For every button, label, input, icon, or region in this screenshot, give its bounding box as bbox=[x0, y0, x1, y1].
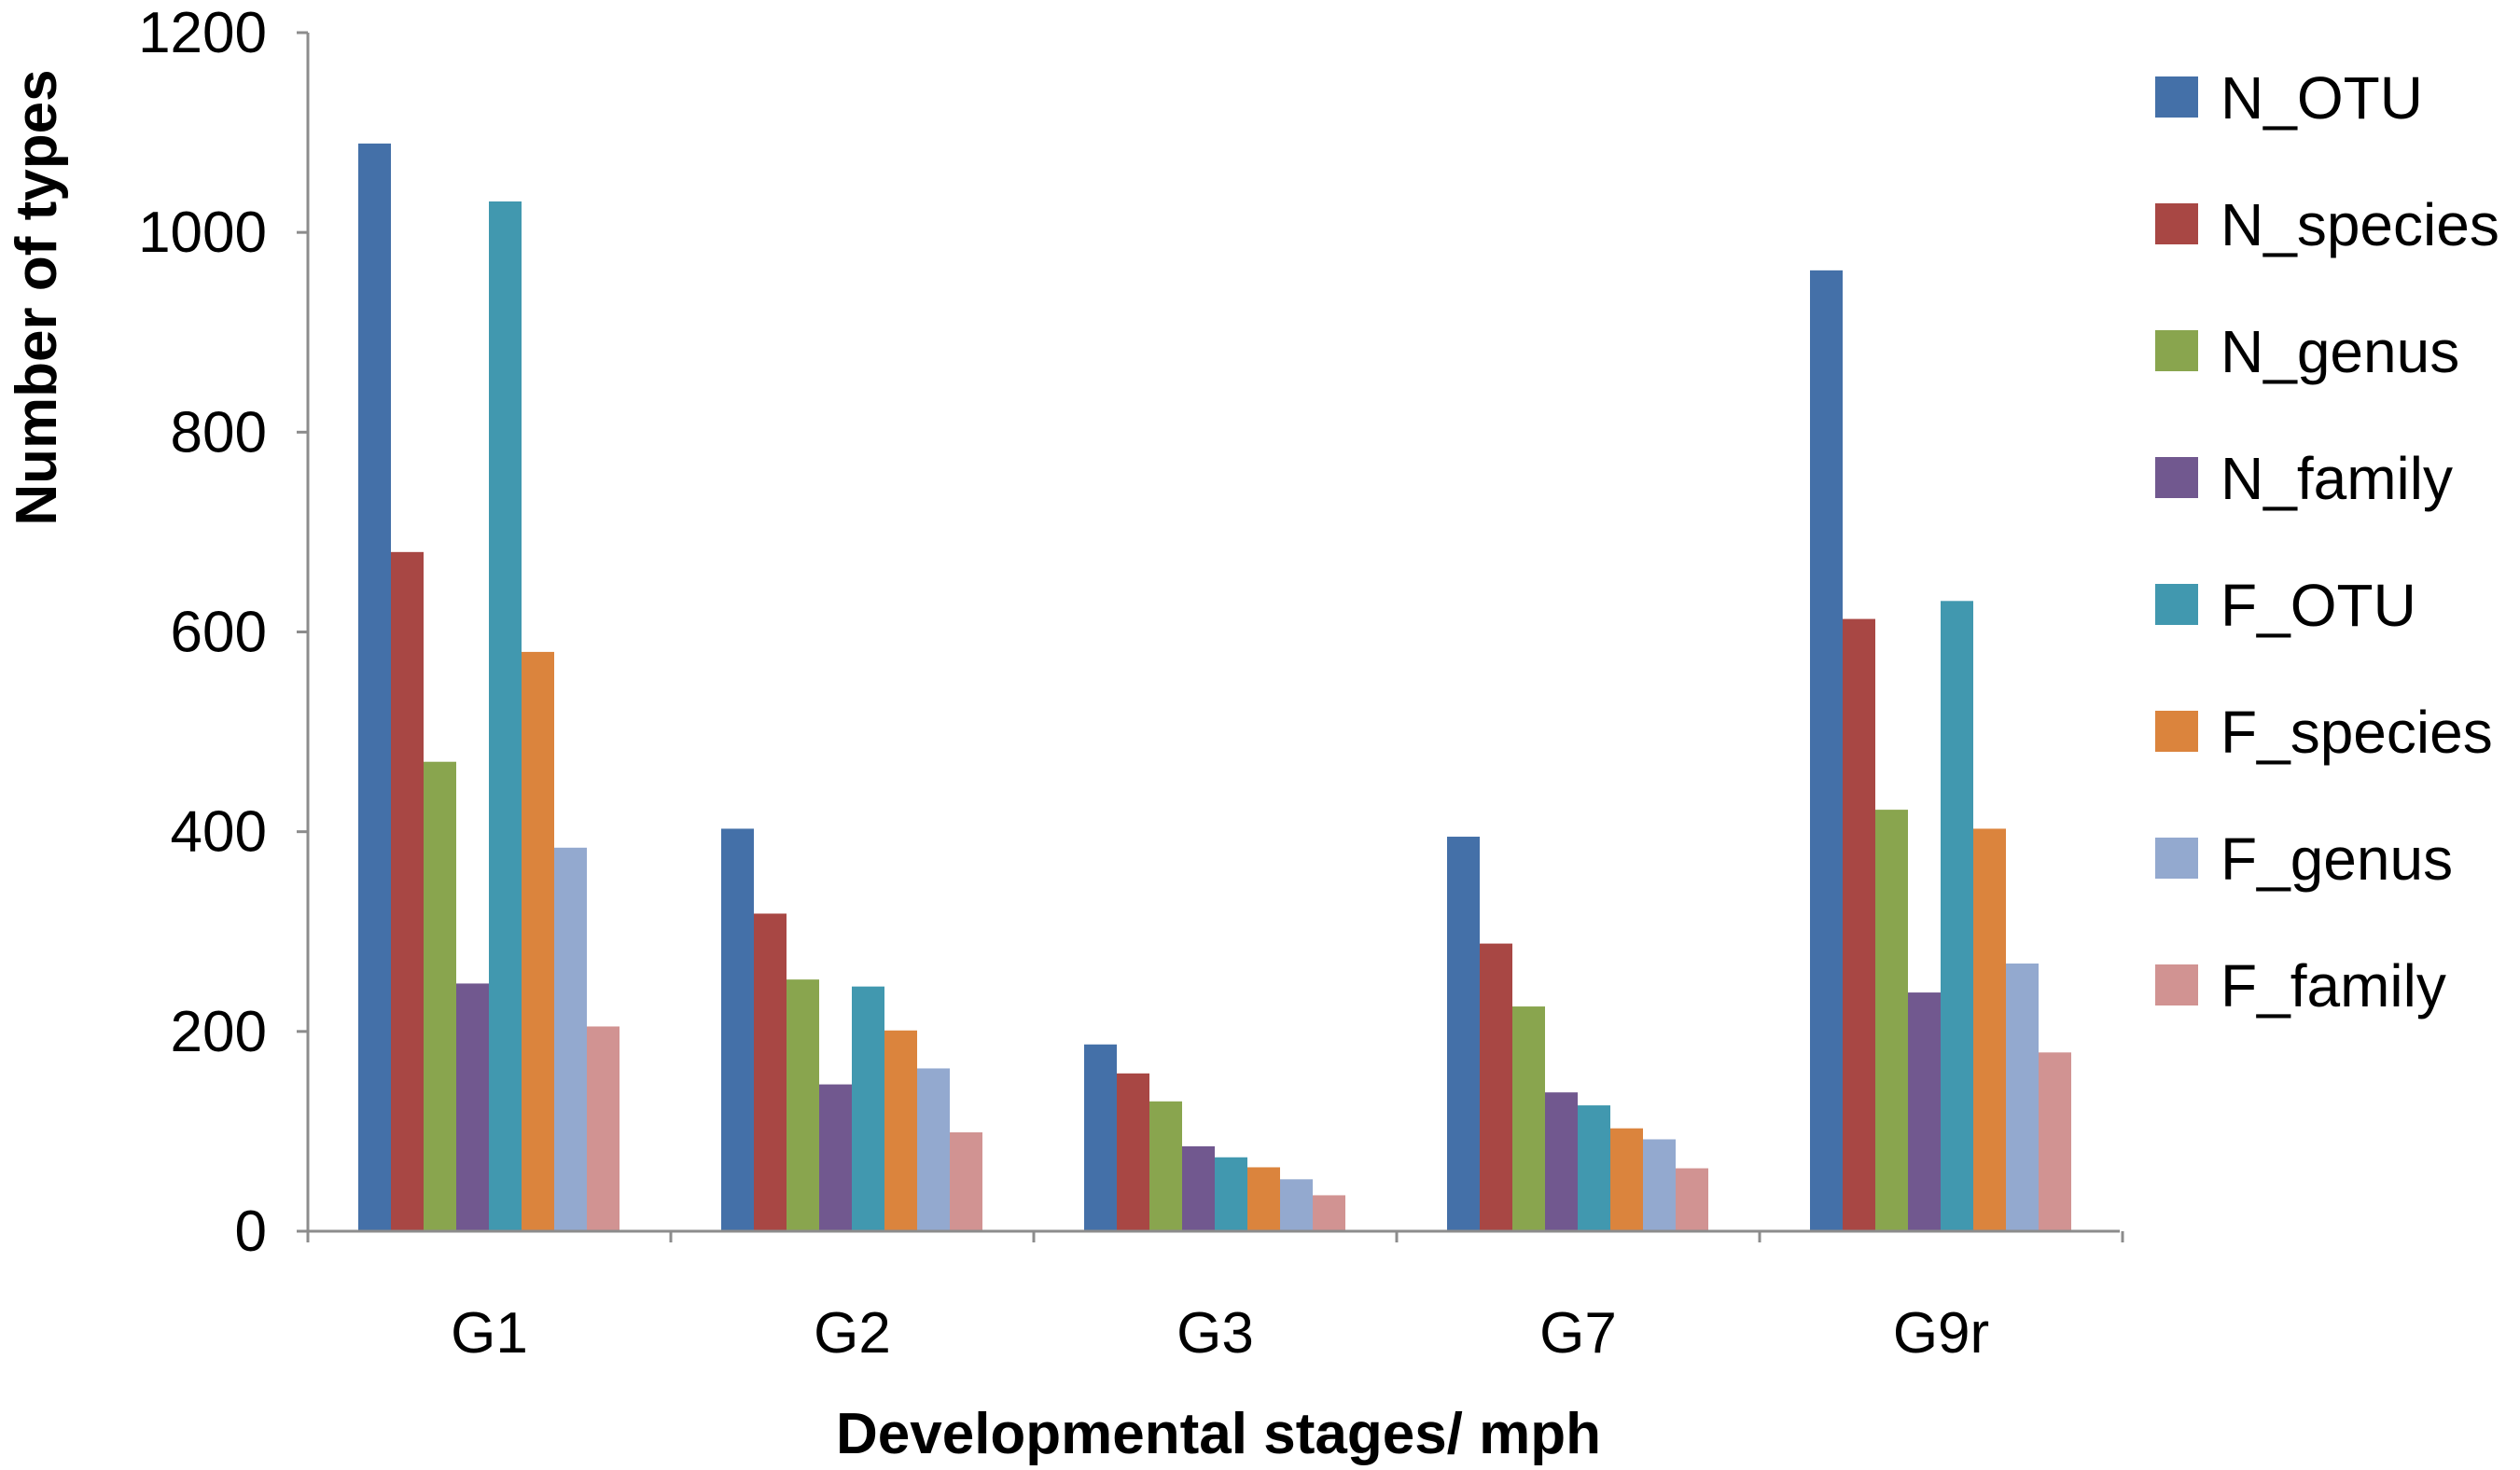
legend-swatch bbox=[2155, 76, 2198, 118]
legend-item: N_family bbox=[2155, 445, 2453, 512]
legend-label: F_genus bbox=[2221, 825, 2453, 893]
series-N_genus bbox=[424, 761, 1908, 1231]
bar-F_species-G9r bbox=[1973, 828, 2006, 1231]
legend-item: F_OTU bbox=[2155, 572, 2416, 639]
legend-label: N_species bbox=[2221, 191, 2499, 258]
bar-F_species-G3 bbox=[1247, 1167, 1280, 1231]
bar-F_OTU-G7 bbox=[1578, 1105, 1610, 1231]
legend-label: N_OTU bbox=[2221, 64, 2423, 132]
legend-swatch bbox=[2155, 838, 2198, 879]
bar-F_OTU-G9r bbox=[1941, 601, 1973, 1231]
x-tick-label: G2 bbox=[814, 1301, 891, 1366]
bar-N_species-G2 bbox=[754, 913, 787, 1231]
bar-N_genus-G1 bbox=[424, 761, 456, 1231]
bar-N_species-G3 bbox=[1117, 1073, 1149, 1231]
legend-item: F_genus bbox=[2155, 825, 2453, 893]
bar-F_genus-G9r bbox=[2006, 964, 2039, 1231]
series-F_species bbox=[522, 651, 2006, 1231]
plot-area bbox=[358, 143, 2071, 1232]
series-F_genus bbox=[554, 847, 2039, 1231]
bar-N_genus-G3 bbox=[1149, 1101, 1182, 1231]
y-tick-label: 600 bbox=[171, 601, 267, 665]
bar-N_species-G1 bbox=[391, 551, 424, 1231]
bar-N_OTU-G2 bbox=[721, 828, 754, 1231]
x-tick-label: G1 bbox=[451, 1301, 528, 1366]
legend-item: N_genus bbox=[2155, 318, 2459, 385]
bar-F_genus-G2 bbox=[917, 1068, 950, 1231]
legend-item: N_species bbox=[2155, 191, 2499, 258]
x-tick-label: G3 bbox=[1176, 1301, 1254, 1366]
axes: 0 200 400 600 800 1000 1200 G1 G2 G3 G7 G9r bbox=[138, 1, 2124, 1366]
bar-N_family-G2 bbox=[819, 1084, 852, 1231]
legend-swatch bbox=[2155, 203, 2198, 244]
x-tick-label: G9r bbox=[1893, 1301, 1989, 1366]
y-tick-label: 200 bbox=[171, 1000, 267, 1064]
x-tick-label: G7 bbox=[1539, 1301, 1617, 1366]
legend-item: N_OTU bbox=[2155, 64, 2423, 132]
legend-item: F_family bbox=[2155, 952, 2446, 1019]
series-N_OTU bbox=[358, 143, 1843, 1231]
legend-swatch bbox=[2155, 457, 2198, 498]
series-N_species bbox=[391, 551, 1875, 1231]
y-tick-label: 800 bbox=[171, 400, 267, 465]
bar-N_OTU-G7 bbox=[1447, 837, 1480, 1231]
y-tick-label: 0 bbox=[235, 1200, 267, 1264]
legend-swatch bbox=[2155, 711, 2198, 752]
bar-F_family-G3 bbox=[1313, 1195, 1345, 1231]
legend-swatch bbox=[2155, 964, 2198, 1005]
series-N_family bbox=[456, 983, 1941, 1231]
bar-F_OTU-G3 bbox=[1215, 1157, 1247, 1231]
legend-label: F_family bbox=[2221, 952, 2446, 1019]
bar-N_OTU-G1 bbox=[358, 143, 391, 1231]
y-tick-label: 400 bbox=[171, 800, 267, 865]
bar-F_OTU-G1 bbox=[489, 201, 522, 1232]
bar-N_genus-G2 bbox=[787, 979, 819, 1231]
legend-swatch bbox=[2155, 330, 2198, 371]
y-axis-title: Number of types bbox=[5, 69, 69, 525]
bar-F_OTU-G2 bbox=[852, 986, 884, 1231]
legend-label: N_genus bbox=[2221, 318, 2459, 385]
bar-N_family-G1 bbox=[456, 983, 489, 1231]
bar-N_OTU-G9r bbox=[1810, 270, 1843, 1231]
bar-F_family-G2 bbox=[950, 1131, 982, 1231]
y-tick-label: 1000 bbox=[138, 201, 267, 265]
bar-N_OTU-G3 bbox=[1084, 1044, 1117, 1231]
bar-F_species-G1 bbox=[522, 651, 554, 1231]
series-F_family bbox=[587, 1026, 2071, 1231]
bar-N_species-G9r bbox=[1843, 618, 1875, 1231]
legend-label: F_OTU bbox=[2221, 572, 2416, 639]
legend-item: F_species bbox=[2155, 699, 2493, 766]
bar-F_family-G7 bbox=[1676, 1168, 1708, 1231]
bar-F_genus-G1 bbox=[554, 847, 587, 1231]
legend-swatch bbox=[2155, 584, 2198, 625]
x-axis-title: Developmental stages/ mph bbox=[836, 1402, 1601, 1466]
series-F_OTU bbox=[489, 201, 1973, 1232]
bar-N_family-G7 bbox=[1545, 1092, 1578, 1231]
y-tick-label: 1200 bbox=[138, 1, 267, 65]
bar-F_genus-G7 bbox=[1643, 1139, 1676, 1231]
bar-N_family-G3 bbox=[1182, 1145, 1215, 1231]
legend: N_OTU N_species N_genus N_family F_OTU F_spec… bbox=[2155, 64, 2499, 1019]
legend-label: F_species bbox=[2221, 699, 2493, 766]
bar-N_family-G9r bbox=[1908, 992, 1941, 1231]
bar-F_family-G9r bbox=[2039, 1052, 2071, 1231]
legend-label: N_family bbox=[2221, 445, 2453, 512]
bar-N_genus-G9r bbox=[1875, 810, 1908, 1231]
bar-F_genus-G3 bbox=[1280, 1179, 1313, 1231]
bar-F_family-G1 bbox=[587, 1026, 620, 1231]
bar-N_genus-G7 bbox=[1512, 1006, 1545, 1231]
bar-N_species-G7 bbox=[1480, 943, 1512, 1231]
bar-F_species-G7 bbox=[1610, 1128, 1643, 1231]
bar-F_species-G2 bbox=[884, 1030, 917, 1231]
